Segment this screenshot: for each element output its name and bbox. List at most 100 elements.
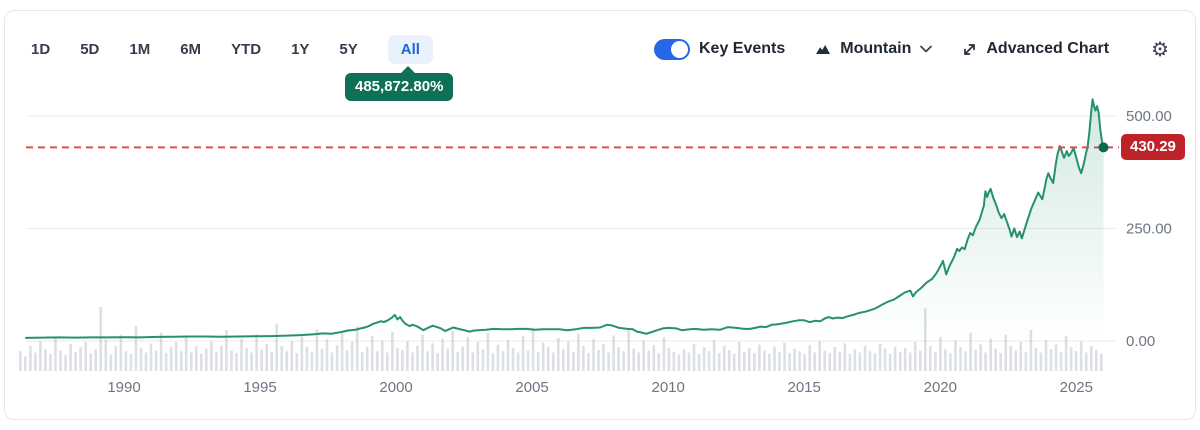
volume-bar (275, 323, 278, 371)
volume-bar (873, 353, 877, 371)
volume-bar (612, 335, 615, 371)
x-tick-label: 2010 (652, 379, 685, 396)
volume-bar (808, 345, 811, 371)
volume-bar (1079, 341, 1083, 371)
volume-bar (129, 353, 133, 371)
volume-bar (743, 351, 746, 371)
volume-bar (421, 334, 424, 371)
x-tick-label: 2000 (379, 379, 412, 396)
volume-bar (637, 352, 640, 371)
volume-bar (39, 341, 42, 371)
settings-gear-icon[interactable]: ⚙ (1151, 37, 1169, 61)
volume-bar (24, 356, 27, 371)
volume-bar (184, 336, 188, 371)
y-tick-label: 500.00 (1126, 108, 1172, 125)
volume-bar (954, 340, 957, 371)
volume-bar (159, 332, 163, 371)
key-events-control[interactable]: Key Events (654, 38, 785, 60)
volume-bar (1089, 345, 1093, 371)
volume-bar (627, 330, 630, 371)
volume-bar (189, 352, 193, 371)
volume-bar (84, 342, 87, 371)
volume-bar (597, 349, 600, 371)
time-range-5y[interactable]: 5Y (339, 40, 358, 58)
volume-bar (521, 336, 525, 371)
volume-bar (360, 351, 364, 371)
volume-bar (763, 350, 766, 371)
volume-bar (908, 352, 912, 371)
volume-bar (94, 349, 97, 371)
time-range-ytd[interactable]: YTD (231, 40, 262, 58)
chart-controls: Key Events Mountain (654, 37, 1169, 61)
volume-bar (753, 353, 756, 371)
volume-bar (416, 345, 419, 371)
volume-bar (290, 341, 294, 371)
volume-bar (335, 345, 339, 371)
volume-bar (833, 347, 837, 371)
volume-bar (959, 347, 962, 371)
volume-bar (929, 345, 932, 371)
time-range-all[interactable]: All (387, 34, 433, 64)
volume-bar (551, 352, 555, 371)
volume-bar (984, 352, 987, 371)
advanced-chart-button[interactable]: Advanced Chart (962, 40, 1109, 58)
volume-bar (964, 351, 967, 371)
volume-bar (89, 353, 92, 371)
volume-bar (672, 351, 676, 371)
time-range-1m[interactable]: 1M (129, 40, 151, 58)
time-range-1y[interactable]: 1Y (291, 40, 310, 58)
volume-bar (667, 347, 671, 371)
key-events-toggle[interactable] (654, 38, 690, 60)
volume-bar (632, 348, 635, 371)
volume-bar (838, 351, 842, 371)
current-price-badge: 430.29 (1121, 134, 1185, 160)
time-range-6m[interactable]: 6M (180, 40, 202, 58)
volume-bar (496, 344, 500, 371)
volume-bar (29, 345, 32, 371)
x-tick-label: 1990 (107, 379, 140, 396)
volume-bar (381, 340, 384, 371)
time-range-5d[interactable]: 5D (80, 40, 100, 58)
volume-bar (59, 350, 62, 371)
volume-bar (647, 350, 651, 371)
volume-bar (868, 351, 872, 371)
volume-bar (370, 336, 374, 371)
volume-bar (134, 326, 138, 371)
volume-bar (848, 353, 852, 371)
toggle-knob (671, 40, 688, 58)
volume-bar (295, 353, 299, 371)
volume-bar (471, 352, 475, 371)
volume-bar (79, 347, 82, 371)
volume-bar (44, 349, 47, 371)
y-tick-label: 0.00 (1126, 333, 1155, 350)
volume-bar (154, 350, 158, 371)
volume-bar (607, 352, 610, 371)
volume-bar (853, 349, 857, 371)
volume-bar (350, 342, 354, 371)
volume-bar (692, 343, 696, 371)
volume-bar (365, 346, 369, 371)
volume-bar (888, 353, 892, 371)
chart-toolbar: 1D 5D 1M 6M YTD 1Y 5Y All Key Events Mountain (31, 33, 1169, 65)
volume-bar (919, 350, 922, 371)
volume-bar (582, 345, 585, 371)
time-range-1d[interactable]: 1D (31, 40, 51, 58)
x-tick-label: 2005 (515, 379, 548, 396)
volume-bar (401, 349, 404, 371)
price-chart[interactable]: 500.00 250.00 0.00 1990 1995 2000 2005 2010 2015… (5, 11, 1195, 419)
volume-bar (34, 352, 37, 371)
volume-bar (391, 332, 394, 371)
x-tick-label: 2020 (924, 379, 957, 396)
volume-bar (149, 343, 153, 371)
volume-bar (722, 345, 726, 371)
volume-bar (697, 353, 701, 371)
time-range-group: 1D 5D 1M 6M YTD 1Y 5Y All (31, 34, 433, 64)
volume-bar (999, 353, 1002, 371)
x-tick-label: 1995 (243, 379, 276, 396)
chart-type-select[interactable]: Mountain (815, 40, 933, 58)
volume-bar (682, 349, 686, 371)
volume-bar (707, 351, 711, 371)
volume-bar (481, 349, 485, 371)
volume-bar (526, 350, 530, 371)
